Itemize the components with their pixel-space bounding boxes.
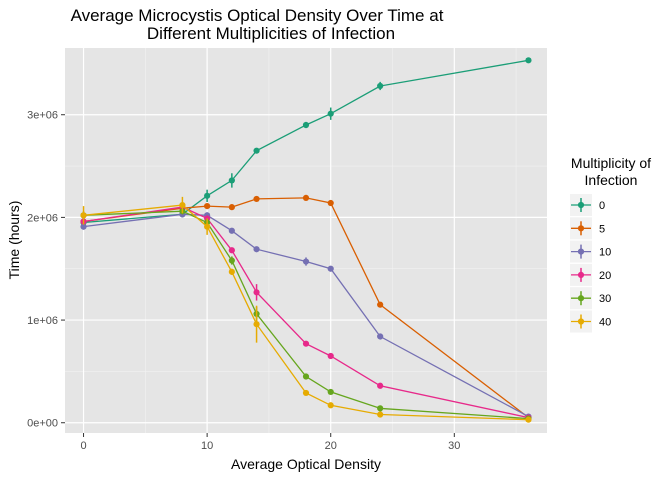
data-point — [525, 57, 532, 64]
legend-item: 0 — [570, 194, 605, 216]
data-point — [204, 192, 211, 199]
y-axis: 0e+00 1e+06 2e+06 3e+06 — [27, 110, 65, 430]
data-point — [377, 411, 384, 418]
data-point — [204, 223, 211, 230]
data-point — [302, 194, 310, 201]
data-point — [253, 147, 260, 154]
legend-key-point — [577, 248, 585, 255]
data-point — [253, 195, 260, 203]
legend-key-point — [577, 318, 585, 325]
data-point — [228, 257, 235, 264]
data-point — [327, 388, 334, 396]
legend-label: 40 — [599, 317, 611, 329]
data-point — [228, 204, 235, 211]
legend-title-line-2: Infection — [585, 172, 638, 188]
series-layer — [80, 57, 532, 423]
data-point — [377, 382, 384, 389]
data-point — [327, 402, 334, 409]
data-point — [327, 199, 334, 207]
legend-item: 10 — [570, 240, 611, 263]
x-tick-label: 0 — [80, 440, 86, 452]
x-axis-title: Average Optical Density — [231, 456, 381, 472]
x-tick-label: 10 — [201, 440, 213, 452]
x-tick-label: 30 — [448, 440, 460, 452]
data-point — [253, 321, 260, 328]
data-point — [228, 268, 235, 275]
legend-item: 30 — [570, 287, 611, 310]
y-tick-label: 1e+06 — [27, 315, 58, 327]
legend-item: 5 — [570, 217, 605, 240]
y-tick-label: 0e+00 — [27, 418, 58, 430]
data-point — [327, 265, 334, 272]
legend-items: 0 5 10 20 30 40 — [570, 194, 611, 333]
data-point — [302, 258, 310, 265]
legend-title-line-1: Multiplicity of — [571, 155, 651, 171]
legend-label: 5 — [599, 223, 605, 235]
data-point — [253, 246, 260, 253]
data-point — [302, 340, 310, 347]
x-tick-label: 20 — [325, 440, 337, 452]
data-point — [377, 301, 384, 308]
legend-key-point — [577, 271, 585, 278]
legend-label: 30 — [599, 293, 611, 305]
data-point — [179, 201, 186, 209]
data-point — [253, 289, 260, 296]
legend-key-point — [577, 225, 585, 232]
data-point — [228, 227, 235, 234]
data-point — [377, 82, 384, 90]
legend-item: 40 — [570, 310, 611, 333]
gridlines — [65, 48, 547, 433]
y-axis-title: Time (hours) — [6, 201, 22, 280]
x-axis: 0 10 20 30 — [80, 433, 460, 452]
y-tick-label: 2e+06 — [27, 212, 58, 224]
legend-label: 20 — [599, 270, 611, 282]
data-point — [204, 203, 211, 210]
data-point — [228, 247, 235, 254]
legend-label: 0 — [599, 200, 605, 212]
data-point — [302, 389, 310, 397]
legend-item: 20 — [570, 263, 611, 286]
chart-title-line-2: Different Multiplicities of Infection — [147, 24, 395, 43]
data-point — [525, 416, 532, 423]
data-point — [327, 352, 334, 360]
data-point — [80, 223, 87, 230]
legend-label: 10 — [599, 247, 611, 259]
data-point — [80, 212, 87, 219]
data-point — [302, 121, 310, 129]
data-point — [228, 177, 235, 184]
y-tick-label: 3e+06 — [27, 110, 58, 122]
chart-title-line-1: Average Microcystis Optical Density Over… — [71, 6, 444, 25]
data-point — [302, 373, 310, 380]
legend-key-point — [577, 201, 585, 209]
data-point — [377, 333, 384, 340]
data-point — [327, 110, 334, 117]
legend: Multiplicity of Infection 0 5 10 20 30 40 — [570, 155, 651, 333]
data-point — [377, 405, 384, 412]
series-40 — [80, 196, 532, 423]
legend-key-point — [577, 295, 585, 302]
